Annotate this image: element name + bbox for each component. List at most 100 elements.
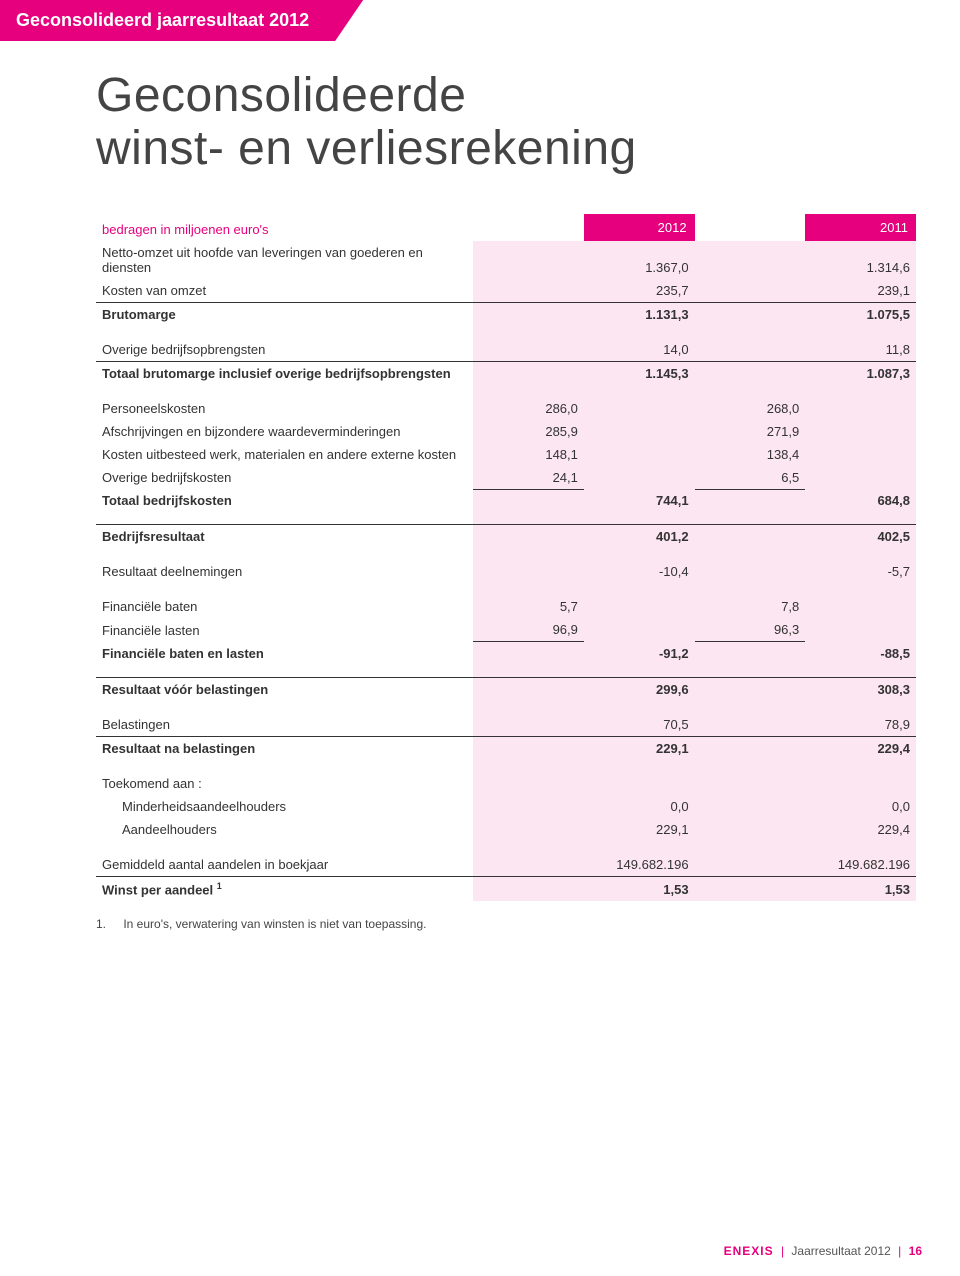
cell: 7,8	[695, 595, 806, 618]
title-line-2: winst- en verliesrekening	[96, 122, 637, 175]
cell: 149.682.196	[584, 853, 695, 877]
table-row: Netto-omzet uit hoofde van leveringen va…	[96, 241, 916, 279]
cell: 78,9	[805, 713, 916, 737]
cell: 1.314,6	[805, 241, 916, 279]
table-row: Kosten uitbesteed werk, materialen en an…	[96, 443, 916, 466]
row-label: Resultaat vóór belastingen	[96, 677, 473, 701]
table-row: Bedrijfsresultaat 401,2 402,5	[96, 525, 916, 549]
row-label: Overige bedrijfskosten	[96, 466, 473, 490]
table-row: Totaal bedrijfskosten 744,1 684,8	[96, 489, 916, 512]
row-label: Personeelskosten	[96, 397, 473, 420]
header-year-2011: 2011	[805, 214, 916, 241]
cell: 684,8	[805, 489, 916, 512]
cell: 1.087,3	[805, 361, 916, 385]
footer-brand: ENEXIS	[724, 1244, 774, 1258]
row-label: Overige bedrijfsopbrengsten	[96, 338, 473, 362]
row-label: Kosten uitbesteed werk, materialen en an…	[96, 443, 473, 466]
table-row: Resultaat na belastingen 229,1 229,4	[96, 736, 916, 760]
row-label: Totaal bedrijfskosten	[96, 489, 473, 512]
table-row: Afschrijvingen en bijzondere waardevermi…	[96, 420, 916, 443]
cell: -88,5	[805, 642, 916, 665]
cell: 271,9	[695, 420, 806, 443]
row-label: Totaal brutomarge inclusief overige bedr…	[96, 361, 473, 385]
income-statement-table: bedragen in miljoenen euro's 2012 2011 N…	[96, 214, 916, 901]
table-row: Totaal brutomarge inclusief overige bedr…	[96, 361, 916, 385]
cell: 148,1	[473, 443, 584, 466]
cell: 0,0	[805, 795, 916, 818]
row-label: Financiële lasten	[96, 618, 473, 642]
cell: 1.131,3	[584, 302, 695, 326]
header-year-2012: 2012	[584, 214, 695, 241]
page-title: Geconsolideerde winst- en verliesrekenin…	[96, 70, 916, 176]
table-row: Toekomend aan :	[96, 772, 916, 795]
cell: 229,1	[584, 736, 695, 760]
row-label: Belastingen	[96, 713, 473, 737]
table-row: Financiële baten en lasten -91,2 -88,5	[96, 642, 916, 665]
cell: 70,5	[584, 713, 695, 737]
page-ribbon: Geconsolideerd jaarresultaat 2012	[0, 0, 363, 41]
cell: 96,3	[695, 618, 806, 642]
footnote-text: In euro's, verwatering van winsten is ni…	[123, 917, 426, 931]
title-line-1: Geconsolideerde	[96, 69, 466, 122]
table-header-row: bedragen in miljoenen euro's 2012 2011	[96, 214, 916, 241]
cell: 229,1	[584, 818, 695, 841]
cell: 96,9	[473, 618, 584, 642]
footnote: 1. In euro's, verwatering van winsten is…	[96, 917, 916, 931]
table-row: Overige bedrijfskosten 24,1 6,5	[96, 466, 916, 490]
footer-page-number: 16	[909, 1244, 922, 1258]
row-label: Resultaat na belastingen	[96, 736, 473, 760]
row-label: Minderheidsaandeelhouders	[96, 795, 473, 818]
cell: 402,5	[805, 525, 916, 549]
table-row: Winst per aandeel 1 1,53 1,53	[96, 876, 916, 901]
cell: 149.682.196	[805, 853, 916, 877]
cell: 235,7	[584, 279, 695, 303]
table-row: Kosten van omzet 235,7 239,1	[96, 279, 916, 303]
table-row: Brutomarge 1.131,3 1.075,5	[96, 302, 916, 326]
cell: 229,4	[805, 818, 916, 841]
table-row: Minderheidsaandeelhouders 0,0 0,0	[96, 795, 916, 818]
cell: 1.145,3	[584, 361, 695, 385]
cell: 0,0	[584, 795, 695, 818]
cell: -5,7	[805, 560, 916, 583]
cell: 286,0	[473, 397, 584, 420]
cell: 1,53	[584, 876, 695, 901]
cell: 308,3	[805, 677, 916, 701]
row-label: Gemiddeld aantal aandelen in boekjaar	[96, 853, 473, 877]
cell: 138,4	[695, 443, 806, 466]
cell: 6,5	[695, 466, 806, 490]
table-row: Overige bedrijfsopbrengsten 14,0 11,8	[96, 338, 916, 362]
table-row: Aandeelhouders 229,1 229,4	[96, 818, 916, 841]
cell: 401,2	[584, 525, 695, 549]
header-label: bedragen in miljoenen euro's	[96, 214, 473, 241]
cell: 5,7	[473, 595, 584, 618]
row-label: Afschrijvingen en bijzondere waardevermi…	[96, 420, 473, 443]
cell: 11,8	[805, 338, 916, 362]
row-label: Bedrijfsresultaat	[96, 525, 473, 549]
wpa-footnote-ref: 1	[217, 881, 222, 891]
table-row: Resultaat deelnemingen -10,4 -5,7	[96, 560, 916, 583]
row-label: Toekomend aan :	[96, 772, 473, 795]
row-label: Financiële baten	[96, 595, 473, 618]
footer-separator-icon: |	[777, 1244, 788, 1258]
cell: 1.367,0	[584, 241, 695, 279]
table-row: Resultaat vóór belastingen 299,6 308,3	[96, 677, 916, 701]
cell: 239,1	[805, 279, 916, 303]
cell: 268,0	[695, 397, 806, 420]
row-label: Kosten van omzet	[96, 279, 473, 303]
footer-separator-icon: |	[894, 1244, 905, 1258]
cell: 14,0	[584, 338, 695, 362]
cell: 744,1	[584, 489, 695, 512]
wpa-label-text: Winst per aandeel	[102, 882, 217, 897]
cell: 1,53	[805, 876, 916, 901]
cell: -10,4	[584, 560, 695, 583]
table-row: Belastingen 70,5 78,9	[96, 713, 916, 737]
table-row: Personeelskosten 286,0 268,0	[96, 397, 916, 420]
cell: 299,6	[584, 677, 695, 701]
cell: 229,4	[805, 736, 916, 760]
page-footer: ENEXIS | Jaarresultaat 2012 | 16	[724, 1244, 922, 1258]
table-row: Financiële lasten 96,9 96,3	[96, 618, 916, 642]
cell: 24,1	[473, 466, 584, 490]
page-content: Geconsolideerde winst- en verliesrekenin…	[96, 70, 916, 931]
row-label: Winst per aandeel 1	[96, 876, 473, 901]
row-label: Brutomarge	[96, 302, 473, 326]
